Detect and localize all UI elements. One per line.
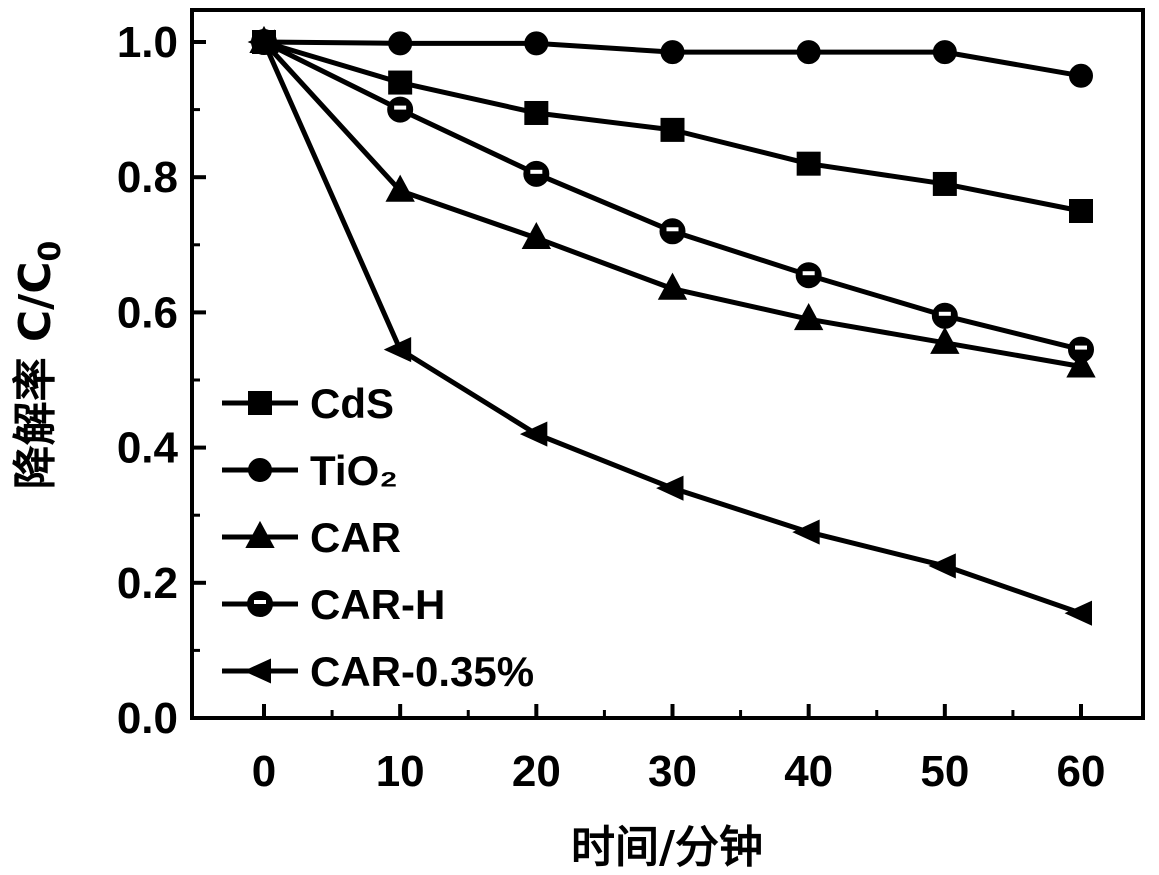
marker-notch	[666, 227, 679, 232]
x-tick-label: 0	[252, 747, 276, 796]
legend-label: CdS	[310, 380, 394, 427]
marker-square	[1069, 199, 1093, 223]
marker-notch	[938, 311, 951, 316]
series-cds	[252, 30, 1093, 223]
marker-notch	[394, 105, 407, 110]
marker-notch	[802, 271, 815, 276]
x-axis-ticks: 0 10 20 30 40 50 60	[252, 704, 1106, 796]
plot-frame	[190, 8, 1145, 720]
marker-circle	[1069, 63, 1093, 88]
marker-notch	[530, 169, 543, 174]
legend: CdS TiO₂ CAR CAR-H CAR-0.35%	[222, 380, 534, 695]
marker-triangle-left	[792, 519, 820, 545]
series-car	[249, 25, 1096, 378]
legend-label: TiO₂	[310, 447, 398, 494]
series-line	[262, 39, 1082, 353]
marker-triangle-up	[793, 303, 824, 331]
series-car-h	[251, 29, 1094, 363]
legend-item: CdS	[222, 380, 394, 427]
y-axis-title: 降解率 C/C0	[10, 241, 68, 490]
y-axis-ticks: 0.0 0.2 0.4 0.6 0.8 1.0	[117, 18, 206, 743]
marker-notch	[254, 600, 266, 604]
marker-triangle-left	[656, 475, 684, 501]
marker-square	[524, 100, 549, 125]
series-layer	[247, 25, 1096, 626]
marker-triangle-up	[245, 520, 275, 548]
marker-triangle-left	[383, 337, 412, 363]
legend-label: CAR-H	[310, 581, 445, 628]
legend-label: CAR	[310, 514, 401, 561]
marker-triangle-left	[928, 553, 956, 579]
y-tick-label: 0.0	[117, 694, 178, 743]
marker-notch	[1075, 345, 1087, 350]
legend-item: CAR	[222, 514, 401, 561]
y-axis-title-main: 降解率 C/C	[10, 261, 61, 489]
marker-circle	[796, 40, 821, 65]
marker-square	[796, 151, 821, 176]
marker-triangle-left	[247, 29, 275, 55]
marker-triangle-up	[930, 326, 960, 354]
x-tick-label: 10	[376, 747, 425, 796]
marker-circle	[524, 31, 549, 56]
marker-square	[248, 391, 272, 415]
marker-circle	[388, 31, 413, 56]
marker-circle	[248, 458, 272, 482]
marker-square	[660, 117, 685, 142]
marker-triangle-left	[243, 658, 271, 684]
legend-item: CAR-H	[222, 581, 445, 628]
marker-triangle-up	[657, 272, 688, 300]
x-tick-label: 20	[512, 747, 561, 796]
series-car-0-35-	[247, 29, 1092, 626]
x-tick-label: 30	[648, 747, 697, 796]
marker-triangle-up	[385, 174, 415, 202]
marker-circle	[932, 40, 957, 65]
y-axis-title-sub: 0	[33, 241, 68, 262]
marker-triangle-up	[521, 221, 552, 250]
x-tick-label: 60	[1057, 747, 1106, 796]
marker-triangle-up	[1066, 350, 1096, 378]
y-tick-label: 0.2	[117, 559, 178, 608]
x-axis-title: 时间/分钟	[571, 822, 763, 873]
legend-item: CAR-0.35%	[222, 648, 534, 695]
legend-item: TiO₂	[222, 447, 398, 494]
marker-circle	[660, 40, 685, 65]
marker-square	[388, 70, 413, 95]
x-tick-label: 50	[920, 747, 969, 796]
x-tick-label: 40	[784, 747, 833, 796]
marker-triangle-left	[519, 421, 548, 447]
y-tick-label: 0.8	[117, 153, 178, 202]
marker-triangle-left	[1064, 600, 1092, 626]
y-tick-label: 1.0	[117, 18, 178, 67]
y-tick-label: 0.4	[117, 424, 179, 473]
marker-square	[932, 171, 957, 196]
y-tick-label: 0.6	[117, 288, 178, 337]
legend-label: CAR-0.35%	[310, 648, 534, 695]
